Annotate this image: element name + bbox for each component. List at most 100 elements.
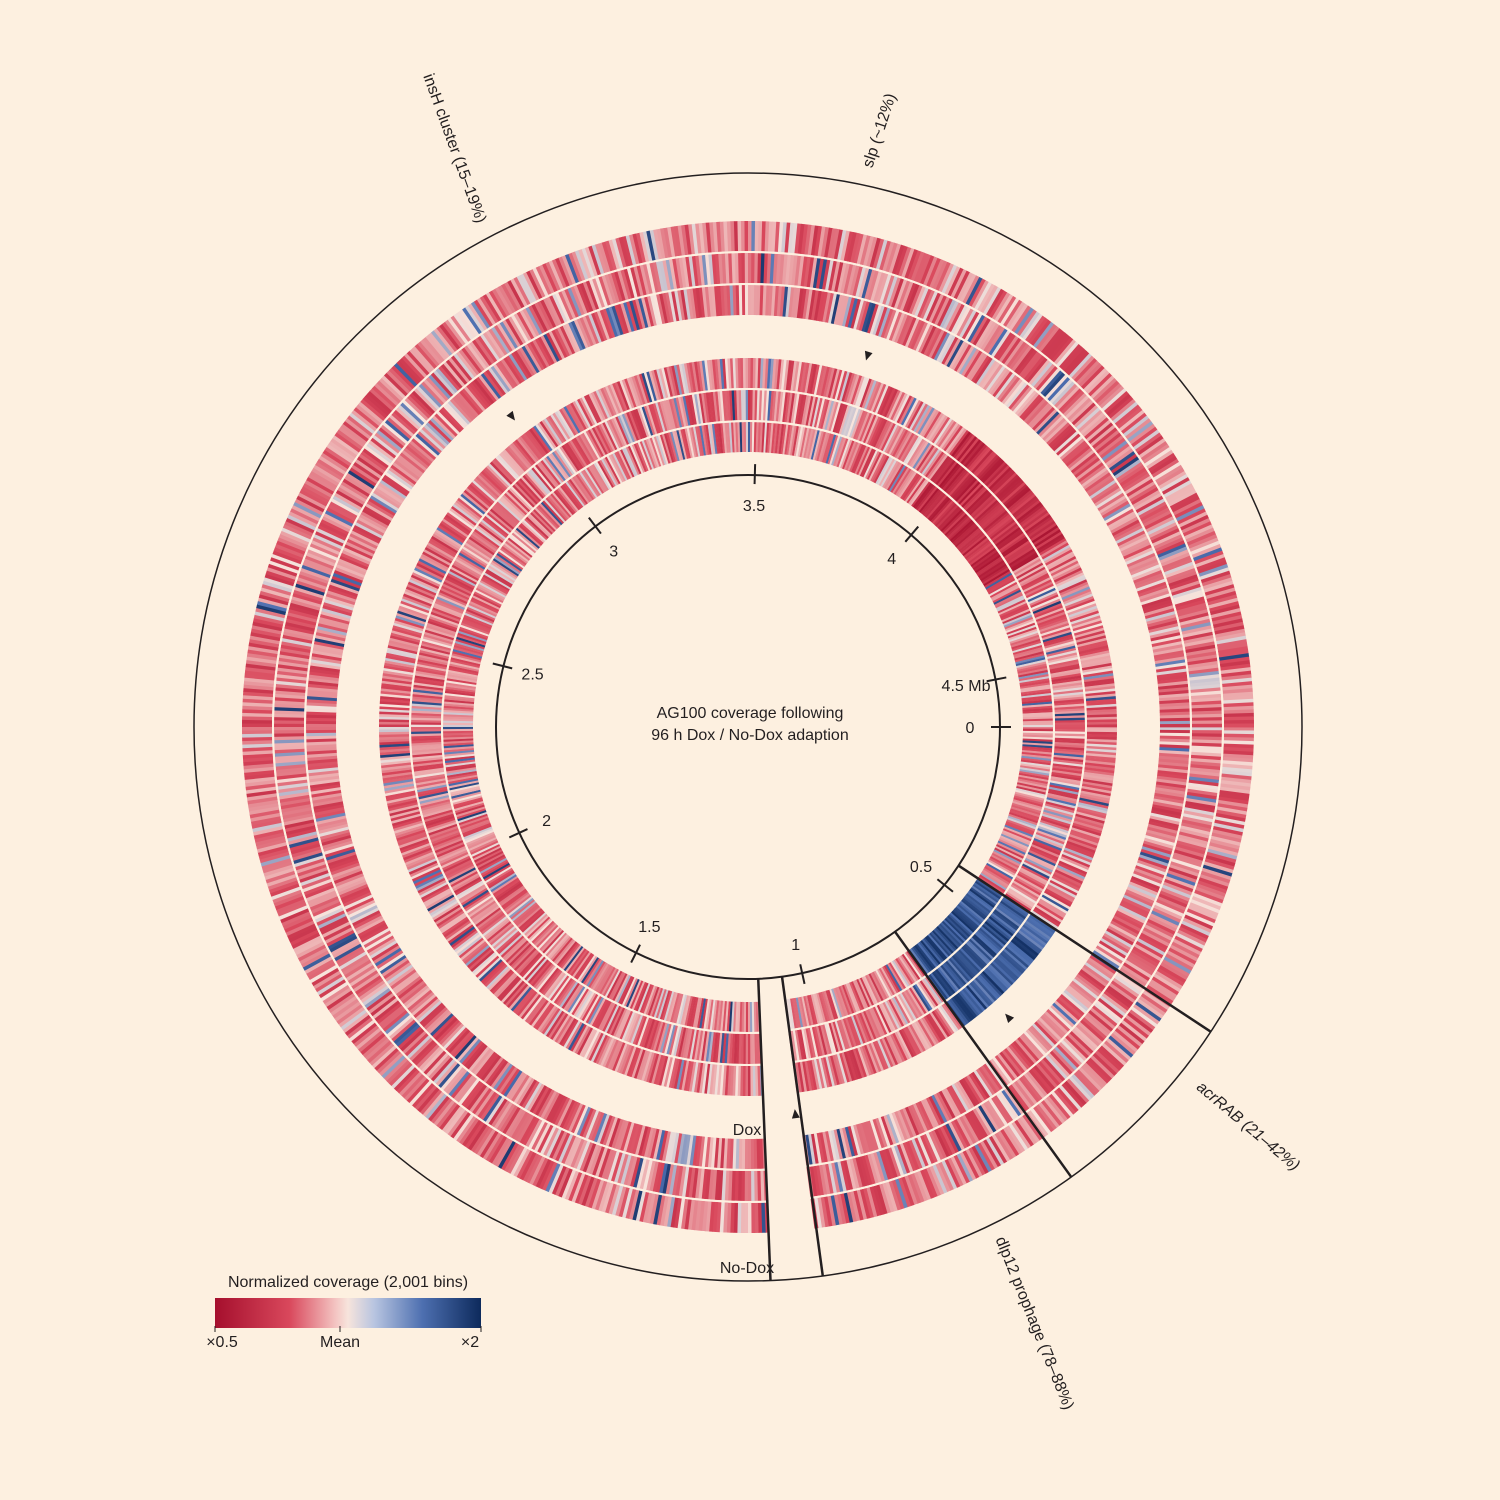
coverage-bin: [996, 476, 1021, 499]
coverage-bin: [495, 456, 518, 480]
coverage-bin: [429, 898, 457, 916]
coverage-bin: [548, 494, 570, 519]
coverage-bin: [382, 672, 413, 680]
coverage-bin: [555, 939, 576, 965]
coverage-bin: [653, 369, 664, 400]
coverage-bin: [411, 726, 442, 730]
coverage-bin: [824, 400, 835, 431]
coverage-bin: [1002, 612, 1032, 626]
coverage-bin: [896, 1030, 913, 1059]
coverage-bin: [449, 507, 476, 528]
coverage-bin: [583, 1030, 600, 1059]
coverage-bin: [354, 915, 383, 932]
coverage-bin: [870, 453, 886, 482]
coverage-bin: [1156, 775, 1187, 783]
coverage-bin: [447, 776, 478, 785]
coverage-bin: [651, 370, 662, 400]
coverage-bin: [548, 454, 568, 480]
coverage-bin: [419, 647, 450, 657]
coverage-bin: [390, 968, 417, 990]
coverage-bin: [1038, 618, 1068, 631]
coverage-bin: [531, 426, 551, 453]
coverage-bin: [1052, 565, 1081, 581]
coverage-bin: [570, 402, 588, 430]
coverage-bin: [617, 975, 633, 1004]
coverage-bin: [831, 436, 843, 466]
coverage-bin: [591, 998, 608, 1027]
coverage-bin: [427, 542, 455, 560]
coverage-bin: [1023, 859, 1052, 875]
coverage-bin: [1056, 574, 1086, 590]
coverage-bin: [413, 765, 444, 772]
coverage-bin: [512, 440, 534, 466]
coverage-bin: [709, 424, 716, 455]
coverage-bin: [1063, 591, 1093, 605]
coverage-bin: [655, 1129, 666, 1160]
coverage-bin: [1141, 846, 1172, 859]
coverage-bin: [571, 320, 587, 350]
coverage-bin: [1024, 857, 1053, 873]
coverage-bin: [452, 648, 483, 659]
coverage-bin: [941, 1004, 961, 1031]
coverage-bin: [979, 874, 1006, 893]
coverage-bin: [1019, 680, 1050, 688]
coverage-bin: [1086, 721, 1117, 725]
coverage-bin: [425, 544, 454, 562]
coverage-bin: [443, 726, 474, 730]
coverage-bin: [1020, 765, 1051, 772]
coverage-bin: [368, 937, 396, 956]
coverage-bin: [451, 652, 482, 663]
coverage-bin: [1068, 836, 1098, 849]
coverage-bin: [1052, 682, 1083, 689]
coverage-bin: [1016, 784, 1047, 793]
coverage-bin: [534, 507, 558, 531]
coverage-bin: [1065, 987, 1091, 1010]
coverage-bin: [930, 1094, 948, 1124]
coverage-bin: [705, 392, 712, 423]
coverage-bin: [366, 500, 395, 519]
coverage-bin: [808, 994, 818, 1025]
coverage-bin: [439, 849, 468, 865]
coverage-bin: [435, 529, 462, 548]
coverage-bin: [458, 495, 484, 517]
coverage-bin: [991, 521, 1017, 542]
coverage-bin: [413, 767, 444, 774]
coverage-bin: [428, 539, 456, 558]
coverage-bin: [460, 622, 490, 635]
coverage-bin: [376, 949, 404, 970]
coverage-bin: [1082, 668, 1113, 676]
coverage-bin: [680, 289, 689, 320]
coverage-bin: [846, 407, 860, 438]
coverage-bin: [452, 795, 483, 805]
coverage-bin: [499, 497, 523, 520]
coverage-bin: [834, 370, 846, 400]
coverage-bin: [980, 563, 1007, 582]
coverage-bin: [495, 1065, 516, 1092]
coverage-bin: [810, 430, 820, 460]
coverage-bin: [330, 862, 360, 876]
coverage-bin: [475, 907, 501, 927]
coverage-bin: [827, 368, 838, 399]
coverage-bin: [489, 872, 516, 891]
coverage-bin: [1065, 842, 1095, 856]
coverage-bin: [640, 1126, 652, 1157]
coverage-bin: [769, 390, 775, 421]
coverage-bin: [645, 1019, 658, 1049]
coverage-bin: [980, 872, 1007, 891]
coverage-bin: [558, 942, 579, 968]
coverage-bin: [696, 1030, 704, 1061]
coverage-bin: [331, 864, 361, 879]
coverage-bin: [1082, 781, 1113, 789]
coverage-bin: [445, 684, 476, 691]
coverage-bin: [629, 444, 644, 474]
coverage-bin: [1018, 566, 1046, 584]
coverage-bin: [825, 367, 836, 398]
coverage-bin: [526, 1083, 545, 1112]
coverage-bin: [909, 402, 927, 431]
coverage-bin: [456, 636, 486, 648]
coverage-bin: [861, 413, 875, 443]
coverage-bin: [1036, 902, 1064, 921]
coverage-bin: [515, 481, 539, 505]
coverage-bin: [717, 285, 723, 317]
coverage-bin: [424, 890, 453, 908]
